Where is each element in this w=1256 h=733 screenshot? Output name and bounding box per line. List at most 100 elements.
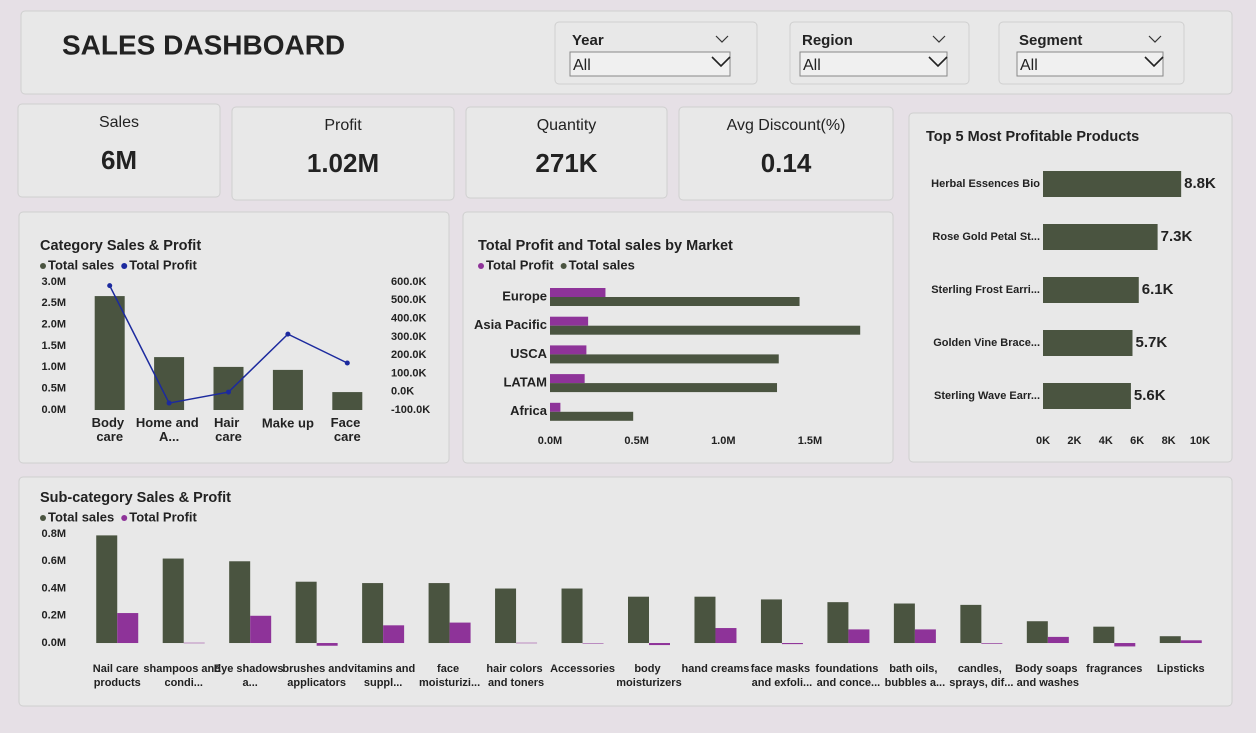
- legend-label: Total Profit: [129, 509, 197, 524]
- filter-label: Year: [572, 32, 604, 49]
- kpi-label: Sales: [99, 114, 139, 131]
- x-tick-label: 6K: [1130, 435, 1144, 447]
- bar: [1043, 171, 1182, 197]
- x-tick-label: Face care: [331, 415, 364, 444]
- category-label: Europe: [502, 288, 547, 303]
- bar: [1043, 224, 1158, 250]
- chevron: [711, 56, 731, 68]
- kpi-card: [17, 103, 221, 198]
- x-tick-label: hand creams: [682, 663, 750, 675]
- filter-value[interactable]: All: [803, 57, 821, 74]
- x-tick-label: Home and A...: [136, 415, 202, 444]
- x-tick-label: candles, sprays, dif...: [949, 663, 1013, 689]
- bar: [550, 316, 589, 326]
- bar: [183, 642, 205, 644]
- category-label: Africa: [510, 403, 548, 418]
- y-tick-label: 0.2M: [42, 610, 66, 622]
- x-tick-label: hair colors and toners: [486, 663, 545, 689]
- bar: [362, 583, 384, 644]
- bar: [550, 297, 800, 306]
- x-tick-label: shampoos and condi...: [143, 663, 224, 689]
- kpi-label: Profit: [324, 117, 362, 134]
- bar: [914, 629, 936, 644]
- kpi-value: 6M: [101, 145, 137, 175]
- data-label: 5.6K: [1134, 387, 1166, 404]
- kpi-card: [678, 106, 894, 201]
- x-tick-label: 1.5M: [798, 435, 822, 447]
- bar: [229, 561, 251, 644]
- filter-value[interactable]: All: [1020, 57, 1038, 74]
- chart-card: [462, 211, 894, 464]
- y-tick-label: 0.6M: [42, 555, 66, 567]
- legend-dot: [40, 515, 46, 521]
- y-tick-label: 1.5M: [42, 340, 66, 352]
- bar: [94, 296, 125, 410]
- bar: [649, 643, 670, 646]
- bar: [561, 588, 583, 644]
- category-label: Sterling Wave Earr...: [934, 390, 1040, 402]
- y-tick-label: 0.8M: [42, 528, 66, 540]
- x-tick-label: 4K: [1099, 435, 1113, 447]
- bar: [715, 628, 737, 644]
- y-tick-label: 3.0M: [42, 276, 66, 288]
- legend-dot: [121, 263, 128, 269]
- data-label: 8.8K: [1184, 175, 1216, 192]
- bar: [550, 288, 606, 297]
- bar: [1180, 640, 1202, 644]
- filter-select[interactable]: [1016, 51, 1164, 77]
- x-tick-label: face moisturizi...: [419, 663, 480, 689]
- x-tick-label: face masks and exfoli...: [751, 663, 813, 689]
- bar: [1047, 636, 1069, 644]
- chevron: [715, 35, 729, 43]
- bar: [495, 588, 517, 644]
- bar: [893, 603, 915, 644]
- x-tick-label: 2K: [1067, 435, 1081, 447]
- x-tick-label: Nail care products: [93, 663, 142, 689]
- x-tick-label: fragrances: [1086, 663, 1142, 675]
- data-label: 7.3K: [1161, 228, 1193, 245]
- x-tick-label: bath oils, bubbles a...: [885, 663, 946, 689]
- kpi-label: Quantity: [537, 117, 597, 134]
- bar: [1026, 621, 1048, 644]
- filter-select[interactable]: [799, 51, 948, 77]
- bar: [960, 604, 982, 644]
- bar: [848, 629, 870, 644]
- line-point: [226, 389, 231, 395]
- legend-label: Total sales: [569, 257, 635, 272]
- bar: [117, 613, 139, 644]
- category-label: LATAM: [503, 375, 547, 390]
- y2-tick-label: 0.0K: [391, 386, 414, 398]
- line-point: [107, 283, 113, 289]
- legend-dot: [560, 263, 567, 269]
- bar: [550, 354, 779, 364]
- x-tick-label: 8K: [1162, 435, 1176, 447]
- bar: [827, 602, 849, 644]
- data-label: 5.7K: [1135, 334, 1167, 351]
- line-point: [344, 360, 350, 366]
- filter-select[interactable]: [569, 51, 731, 77]
- x-tick-label: 0.0M: [538, 435, 562, 447]
- y2-tick-label: 600.0K: [391, 276, 427, 288]
- legend-label: Total sales: [48, 509, 114, 524]
- x-tick-label: Lipsticks: [1157, 663, 1205, 675]
- y-tick-label: 0.5M: [42, 383, 66, 395]
- bar: [760, 599, 782, 644]
- category-label: Herbal Essences Bio: [931, 178, 1040, 190]
- bar: [550, 325, 861, 335]
- y2-tick-label: -100.0K: [391, 404, 430, 416]
- x-tick-label: Body soaps and washes: [1015, 663, 1080, 689]
- bar: [1043, 330, 1133, 356]
- chevron: [932, 35, 946, 43]
- bar: [781, 643, 803, 645]
- bar: [272, 369, 303, 410]
- legend-label: Total Profit: [486, 257, 554, 272]
- category-label: USCA: [510, 346, 547, 361]
- filter-value[interactable]: All: [573, 57, 591, 74]
- kpi-value: 1.02M: [307, 148, 379, 178]
- kpi-value: 271K: [535, 148, 597, 178]
- kpi-card: [231, 106, 455, 201]
- y-tick-label: 1.0M: [42, 361, 66, 373]
- bar: [550, 383, 778, 393]
- bar: [96, 535, 118, 644]
- line-point: [285, 331, 291, 337]
